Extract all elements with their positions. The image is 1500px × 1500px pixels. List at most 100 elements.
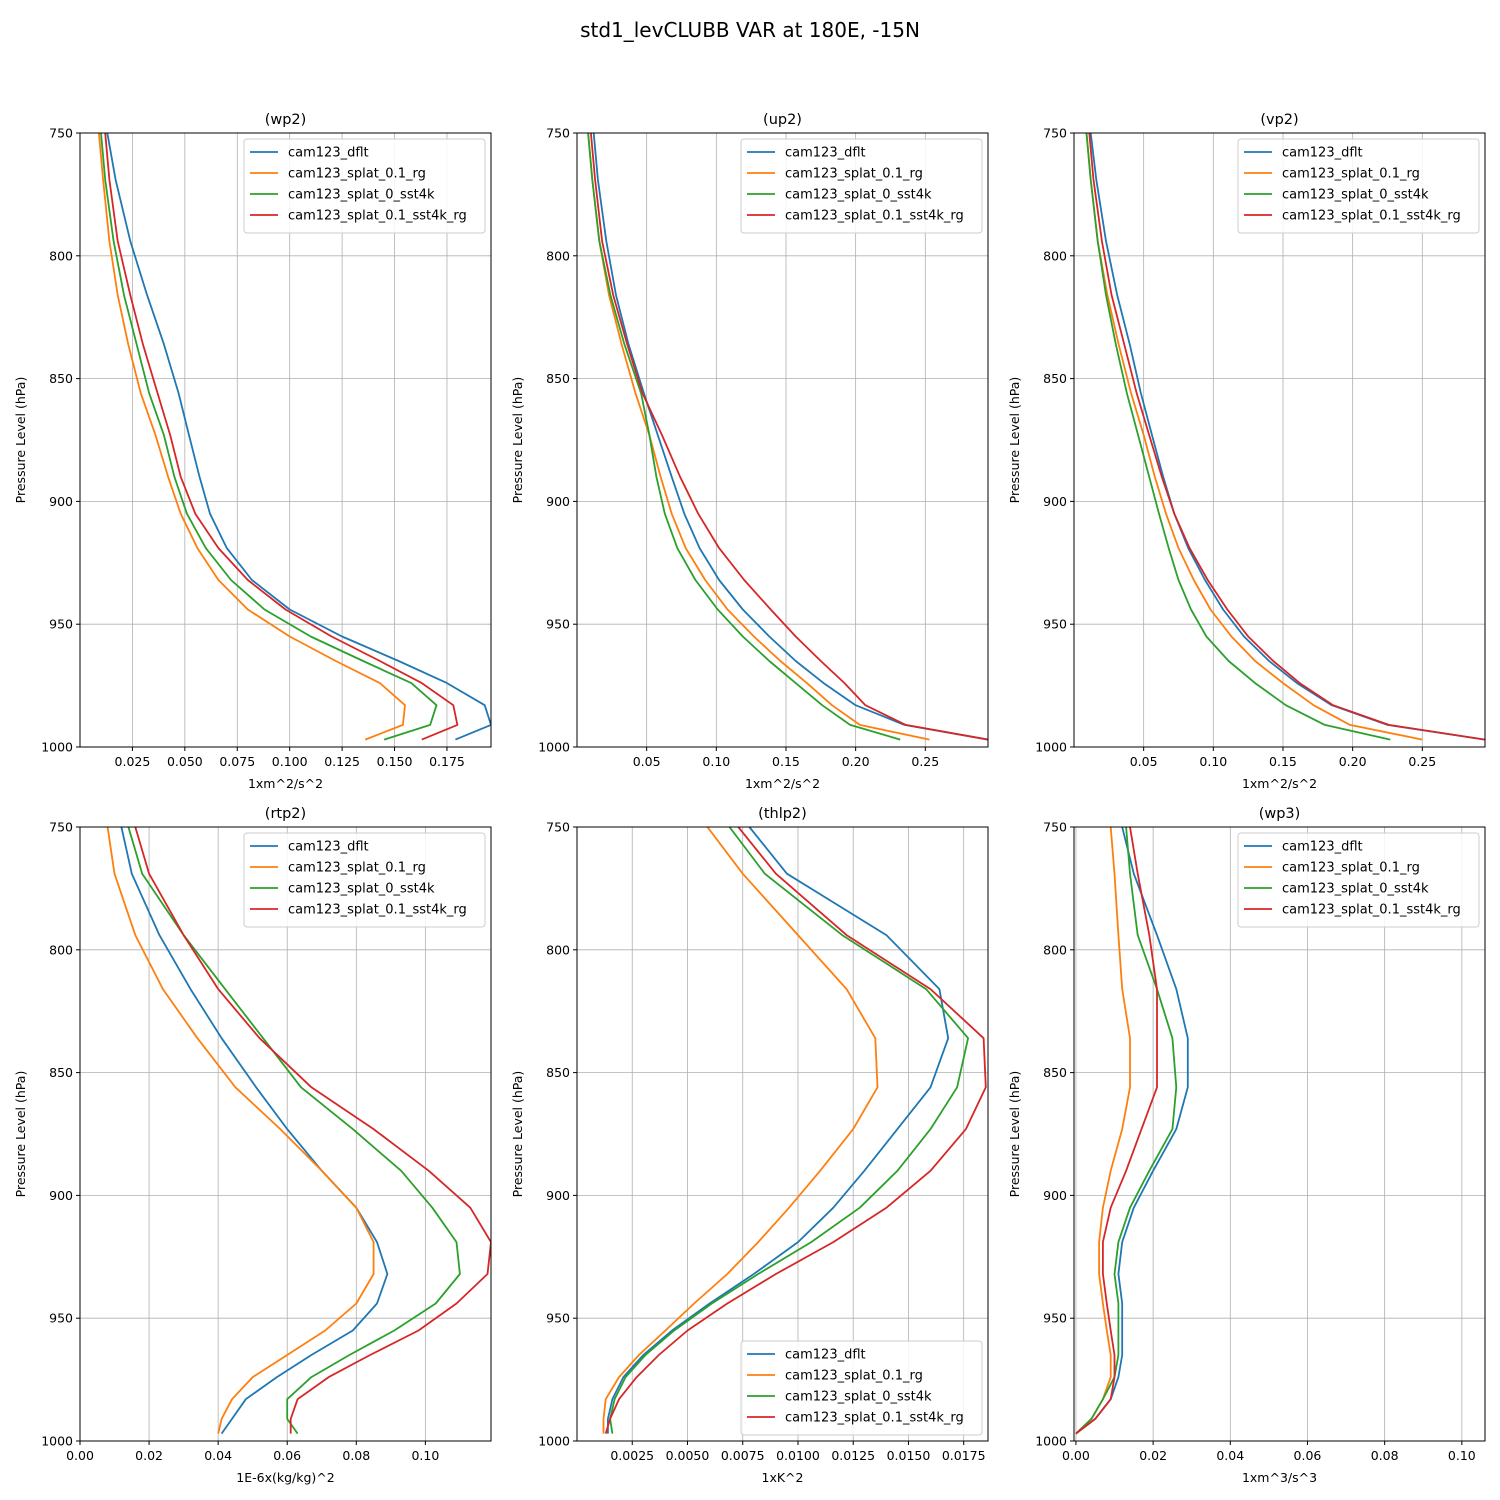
series-line-cam123-dflt [106,133,491,741]
y-tick-label: 950 [1043,617,1067,632]
x-tick-label: 0.0075 [721,1448,765,1463]
x-tick-label: 0.02 [135,1448,163,1463]
plot-frame [576,132,989,748]
series-line-cam123-splat-0-1-sst4k-rg [104,133,459,741]
figure-title: std1_levCLUBB VAR at 180E, -15N [580,18,920,42]
legend-label: cam123_splat_0_sst4k [288,188,435,203]
x-tick-label: 0.05 [1130,754,1158,769]
plot-frame [79,826,492,1442]
legend-label: cam123_splat_0_sst4k [785,188,932,203]
y-tick-label: 750 [49,126,73,141]
panel-wp3: 0.00 0.02 0.04 0.06 0.08 0.10 750 800 850 900 950 1… [1007,806,1486,1485]
y-tick-label: 850 [546,1065,570,1080]
y-tick-label: 900 [546,494,570,509]
series-line-cam123-splat-0-1-sst4k-rg [134,827,491,1434]
legend-label: cam123_splat_0.1_rg [1282,167,1420,182]
x-tick-label: 0.10 [702,754,730,769]
y-tick-label: 950 [49,1311,73,1326]
y-tick-label: 800 [1043,248,1067,263]
x-tick-label: 0.10 [1448,1448,1476,1463]
series-line-cam123-splat-0-1-rg [1085,133,1423,741]
legend-box [1237,832,1480,928]
x-tick-label: 0.0150 [887,1448,931,1463]
plot-frame [79,132,492,748]
y-axis-label: Pressure Level (hPa) [1007,1071,1022,1198]
legend-label: cam123_splat_0.1_sst4k_rg [1282,209,1461,224]
legend-label: cam123_splat_0_sst4k [785,1390,932,1405]
x-tick-label: 0.08 [1371,1448,1399,1463]
panels-container: 0.025 0.050 0.075 0.100 0.125 0.150 0.175 750 80… [13,112,1486,1485]
legend-label: cam123_dflt [1282,146,1363,161]
x-tick-label: 0.125 [324,754,360,769]
legend-label: cam123_splat_0.1_sst4k_rg [785,1411,964,1426]
y-tick-label: 750 [546,820,570,835]
x-tick-label: 0.10 [411,1448,439,1463]
x-tick-label: 0.15 [1269,754,1297,769]
y-tick-label: 950 [49,617,73,632]
series-line-cam123-splat-0-1-rg [602,827,879,1434]
panel-thlp2: 0.0025 0.0050 0.0075 0.0100 0.0125 0.0150 0.01… [510,806,989,1485]
x-tick-label: 0.00 [1062,1448,1090,1463]
series-group [98,133,491,741]
x-tick-label: 0.150 [377,754,413,769]
x-tick-label: 0.25 [911,754,939,769]
series-group [1085,133,1485,741]
legend: cam123_dflt cam123_splat_0.1_rg cam123_spl… [243,832,486,928]
legend-label: cam123_dflt [785,146,866,161]
panel-title: (wp2) [265,112,307,128]
y-tick-label: 1000 [1035,1434,1067,1449]
legend-label: cam123_splat_0.1_sst4k_rg [785,209,964,224]
legend-box [243,138,486,234]
x-tick-label: 0.10 [1199,754,1227,769]
panel-title: (up2) [763,112,802,128]
legend-label: cam123_dflt [288,146,369,161]
y-tick-label: 900 [1043,1188,1067,1203]
series-line-cam123-dflt [120,827,389,1435]
y-axis-label: Pressure Level (hPa) [13,1071,28,1198]
series-line-cam123-splat-0-1-rg [587,133,930,741]
x-tick-label: 0.175 [429,754,465,769]
legend-box [740,138,983,234]
y-axis-label: Pressure Level (hPa) [1007,377,1022,504]
panel-title: (vp2) [1260,112,1298,128]
panel-up2: 0.05 0.10 0.15 0.20 0.25 750 800 850 900 950 1000 (… [510,112,989,791]
x-tick-label: 0.0025 [610,1448,654,1463]
y-tick-label: 900 [1043,494,1067,509]
panel-title: (rtp2) [265,806,306,822]
y-tick-label: 800 [1043,942,1067,957]
series-group [1075,827,1189,1435]
x-axis-label: 1E-6x(kg/kg)^2 [236,1470,334,1485]
series-line-cam123-splat-0-sst4k [1085,133,1391,741]
legend-label: cam123_splat_0_sst4k [1282,188,1429,203]
legend: cam123_dflt cam123_splat_0.1_rg cam123_spl… [1237,138,1480,234]
x-tick-label: 0.04 [1216,1448,1244,1463]
series-line-cam123-splat-0-sst4k [127,827,461,1435]
legend: cam123_dflt cam123_splat_0.1_rg cam123_spl… [243,138,486,234]
x-tick-label: 0.0050 [666,1448,710,1463]
x-axis-label: 1xm^2/s^2 [745,776,820,791]
y-tick-label: 950 [546,1311,570,1326]
legend-box [243,832,486,928]
y-axis-label: Pressure Level (hPa) [510,377,525,504]
y-tick-label: 750 [546,126,570,141]
x-tick-label: 0.0175 [942,1448,986,1463]
panel-title: (thlp2) [758,806,807,822]
x-tick-label: 0.15 [772,754,800,769]
series-line-cam123-splat-0-1-sst4k-rg [1075,827,1158,1435]
x-tick-label: 0.05 [633,754,661,769]
y-tick-label: 900 [546,1188,570,1203]
legend-label: cam123_dflt [1282,840,1363,855]
x-tick-label: 0.25 [1408,754,1436,769]
panel-wp2: 0.025 0.050 0.075 0.100 0.125 0.150 0.175 750 80… [13,112,492,791]
plot-frame [1073,826,1486,1442]
series-line-cam123-dflt [607,827,950,1434]
y-tick-label: 750 [49,820,73,835]
x-tick-label: 0.08 [342,1448,370,1463]
x-tick-label: 0.050 [167,754,203,769]
x-tick-label: 0.0100 [776,1448,820,1463]
series-line-cam123-splat-0-1-sst4k-rg [590,133,988,741]
series-line-cam123-splat-0-sst4k [609,827,969,1434]
y-tick-label: 800 [546,942,570,957]
y-tick-label: 1000 [538,740,570,755]
legend: cam123_dflt cam123_splat_0.1_rg cam123_spl… [1237,832,1480,928]
